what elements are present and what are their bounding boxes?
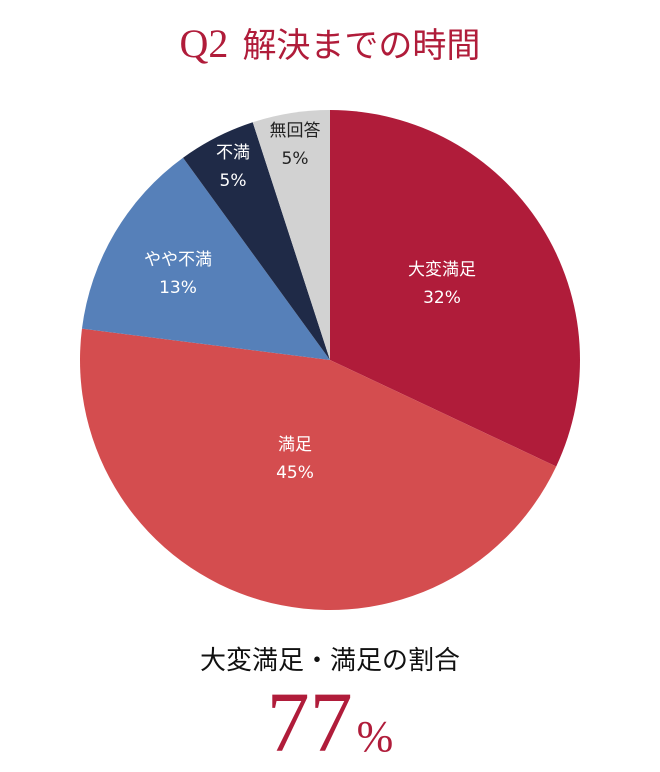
slice-label: 無回答	[270, 121, 321, 141]
pie-slice	[79, 328, 557, 611]
slice-label: 満足	[278, 435, 312, 455]
pie-slice	[183, 122, 330, 360]
slice-label: 不満	[216, 143, 250, 163]
slice-value-label: 32%	[423, 288, 461, 308]
slice-value-label: 5%	[282, 149, 309, 169]
pie-slice	[252, 110, 330, 360]
question-text: 解決までの時間	[242, 26, 481, 66]
slice-label: やや不満	[144, 250, 212, 270]
slice-value-label: 45%	[276, 463, 314, 483]
summary-number: 77	[266, 674, 353, 770]
chart-title: Q2 解決までの時間	[0, 18, 660, 67]
summary-value: 77%	[0, 672, 660, 772]
pie-slice	[81, 157, 331, 360]
slice-value-label: 5%	[220, 171, 247, 191]
summary-label: 大変満足・満足の割合	[199, 646, 460, 676]
pie-slice	[330, 110, 580, 467]
summary-unit: %	[356, 712, 394, 761]
slice-value-label: 13%	[159, 278, 197, 298]
question-number: Q2	[179, 21, 229, 66]
slice-label: 大変満足	[408, 260, 476, 280]
